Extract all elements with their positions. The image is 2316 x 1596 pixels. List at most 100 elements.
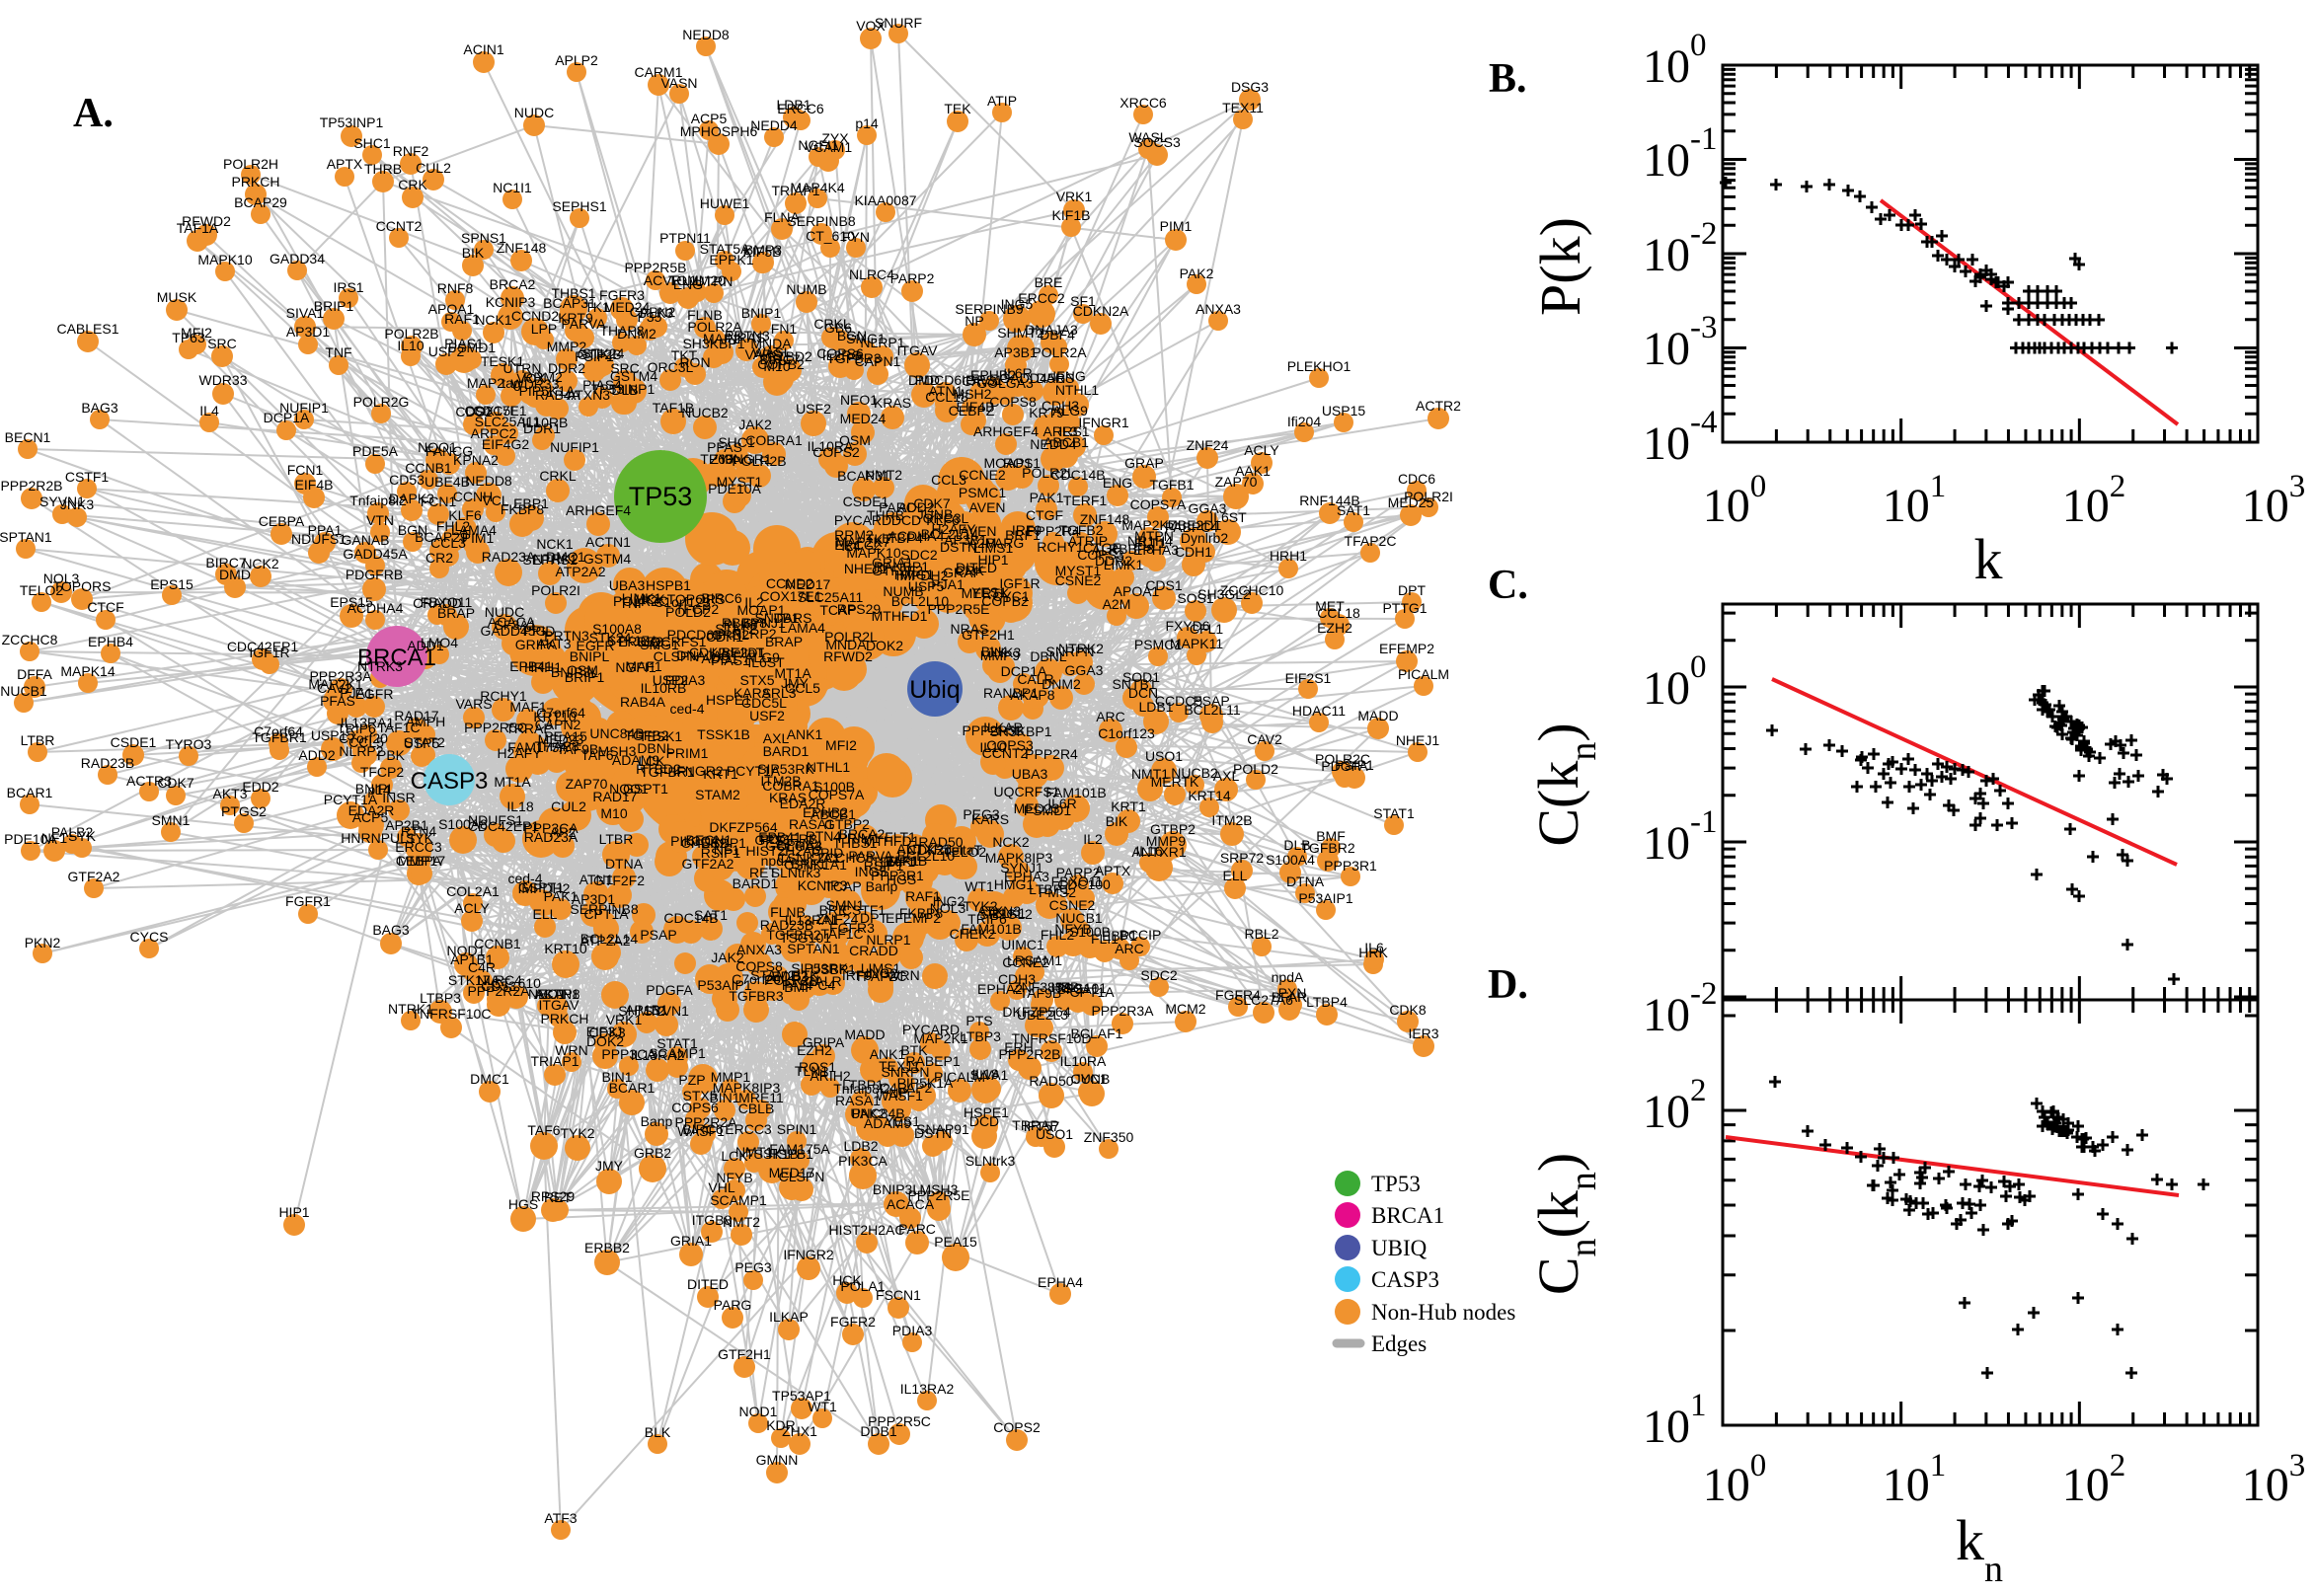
svg-text:NCK1: NCK1 [475, 312, 512, 328]
svg-text:SYNJ1: SYNJ1 [1000, 860, 1043, 875]
svg-text:GGA3: GGA3 [1189, 500, 1227, 516]
svg-text:BECN1: BECN1 [5, 429, 51, 445]
svg-text:CDC14B: CDC14B [1050, 467, 1105, 483]
svg-text:BNIP1: BNIP1 [741, 305, 782, 321]
svg-text:DCP1A: DCP1A [1001, 663, 1047, 679]
svg-text:STAT1: STAT1 [1373, 805, 1415, 821]
svg-text:PPP3R1: PPP3R1 [871, 868, 924, 883]
svg-text:LTBP4: LTBP4 [882, 530, 923, 546]
svg-text:BRE: BRE [819, 902, 848, 918]
svg-text:MMP9: MMP9 [1146, 833, 1187, 849]
svg-text:CCL3: CCL3 [430, 535, 466, 551]
svg-text:ACDHA4: ACDHA4 [347, 600, 404, 616]
svg-text:IL6R: IL6R [1003, 365, 1033, 381]
svg-text:SIVA1: SIVA1 [286, 305, 325, 321]
svg-text:PSIP1: PSIP1 [575, 348, 614, 364]
svg-text:npdA: npdA [1272, 969, 1304, 985]
svg-text:JAK2: JAK2 [738, 417, 772, 432]
svg-text:EBP1: EBP1 [513, 495, 549, 511]
svg-text:BCAP29: BCAP29 [234, 194, 287, 210]
svg-text:VOX: VOX [516, 370, 546, 386]
svg-text:NUFIP1: NUFIP1 [550, 439, 599, 455]
svg-text:S100A8: S100A8 [438, 816, 488, 832]
svg-text:SYK: SYK [406, 830, 434, 846]
svg-text:BRE: BRE [1035, 274, 1063, 290]
svg-text:HIST2H2AC: HIST2H2AC [828, 1222, 904, 1238]
svg-text:WT1: WT1 [965, 878, 994, 894]
svg-text:POLR2H: POLR2H [223, 156, 278, 172]
svg-text:PLEKHO1: PLEKHO1 [1287, 358, 1351, 374]
svg-text:PKN2: PKN2 [25, 935, 61, 950]
svg-text:CLSPN: CLSPN [654, 648, 700, 664]
svg-text:EZH2: EZH2 [1317, 620, 1352, 636]
svg-text:AP3B1: AP3B1 [944, 532, 987, 548]
svg-text:FLNB: FLNB [770, 904, 806, 920]
svg-text:AKT3: AKT3 [212, 786, 247, 801]
svg-text:CDC5L: CDC5L [741, 695, 787, 711]
svg-text:SRC: SRC [207, 336, 237, 351]
svg-text:ATP2A2: ATP2A2 [579, 933, 630, 949]
svg-text:KRT1: KRT1 [1111, 798, 1146, 814]
svg-text:EPS15: EPS15 [150, 576, 193, 592]
svg-text:IL10RA: IL10RA [1060, 1053, 1107, 1069]
svg-text:ARPC2: ARPC2 [471, 425, 517, 441]
svg-text:10: 10 [1643, 817, 1690, 870]
svg-text:CD53: CD53 [481, 978, 516, 994]
svg-text:PDIA3: PDIA3 [665, 672, 706, 688]
svg-text:ROS1: ROS1 [1003, 455, 1041, 471]
svg-text:PARG: PARG [986, 535, 1025, 551]
svg-text:DCN: DCN [1128, 685, 1158, 701]
svg-text:-1: -1 [1690, 121, 1718, 157]
svg-text:HIST2H2AC: HIST2H2AC [745, 843, 821, 859]
svg-text:CSDE1: CSDE1 [843, 494, 889, 509]
svg-text:MAPK14: MAPK14 [60, 663, 115, 679]
svg-text:Non-Hub nodes: Non-Hub nodes [1371, 1300, 1515, 1325]
svg-text:LDB1: LDB1 [776, 97, 811, 113]
svg-text:SLNtrk3: SLNtrk3 [965, 1153, 1016, 1169]
svg-text:SEPHS1: SEPHS1 [522, 552, 577, 568]
svg-text:ATIP: ATIP [987, 93, 1017, 109]
svg-text:CDK3: CDK3 [588, 1025, 626, 1040]
svg-text:MMP17: MMP17 [398, 853, 445, 869]
svg-text:ITGAV: ITGAV [897, 342, 939, 358]
svg-text:GSTM4: GSTM4 [583, 551, 631, 567]
svg-text:TYK2: TYK2 [963, 898, 997, 914]
svg-text:CDH3: CDH3 [998, 971, 1036, 987]
svg-text:DCD: DCD [891, 512, 921, 528]
svg-text:CRKL: CRKL [539, 468, 577, 484]
svg-text:RON: RON [679, 354, 710, 370]
svg-text:HNRNPUL1: HNRNPUL1 [341, 830, 416, 846]
svg-text:NHEJ1: NHEJ1 [1396, 732, 1440, 748]
svg-text:TYRO3: TYRO3 [166, 736, 212, 752]
svg-text:NUCB1: NUCB1 [0, 683, 47, 699]
svg-text:FHL2: FHL2 [1041, 927, 1074, 943]
svg-text:DSG3: DSG3 [1231, 79, 1269, 95]
svg-text:IFNGR2: IFNGR2 [783, 1247, 834, 1262]
svg-text:WRN: WRN [887, 967, 919, 983]
svg-text:BRCA1: BRCA1 [1371, 1203, 1444, 1228]
svg-text:P53AIP1: P53AIP1 [1298, 890, 1352, 906]
svg-text:SF3A1: SF3A1 [1057, 981, 1100, 997]
svg-text:AXL: AXL [763, 730, 790, 746]
svg-text:AP3D1: AP3D1 [286, 324, 331, 340]
svg-text:AAK1: AAK1 [1235, 463, 1271, 479]
svg-text:PSMD1: PSMD1 [448, 340, 496, 355]
svg-text:RANBP1: RANBP1 [983, 685, 1039, 701]
svg-text:SCAMP1: SCAMP1 [710, 1192, 767, 1208]
svg-text:IL13RA2: IL13RA2 [631, 1047, 685, 1063]
svg-text:SH3KBP1: SH3KBP1 [682, 336, 744, 351]
svg-text:PPP2R4: PPP2R4 [1025, 746, 1078, 762]
svg-text:PAK1: PAK1 [1030, 490, 1064, 505]
svg-text:CDC100: CDC100 [1057, 876, 1111, 892]
svg-text:AP3D1: AP3D1 [572, 891, 616, 907]
svg-text:KIF1B: KIF1B [1052, 207, 1091, 223]
svg-text:TRIAP1: TRIAP1 [530, 1053, 579, 1069]
svg-text:FLT1: FLT1 [885, 829, 916, 845]
svg-text:COPS3: COPS3 [986, 737, 1034, 753]
svg-text:2: 2 [1690, 1073, 1707, 1108]
svg-text:CRK: CRK [955, 563, 984, 578]
svg-text:IL13RA1: IL13RA1 [785, 912, 839, 928]
svg-text:NDUFS1: NDUFS1 [468, 812, 523, 828]
svg-text:PTPN11: PTPN11 [659, 230, 711, 246]
svg-text:SNAP91: SNAP91 [916, 1121, 969, 1137]
